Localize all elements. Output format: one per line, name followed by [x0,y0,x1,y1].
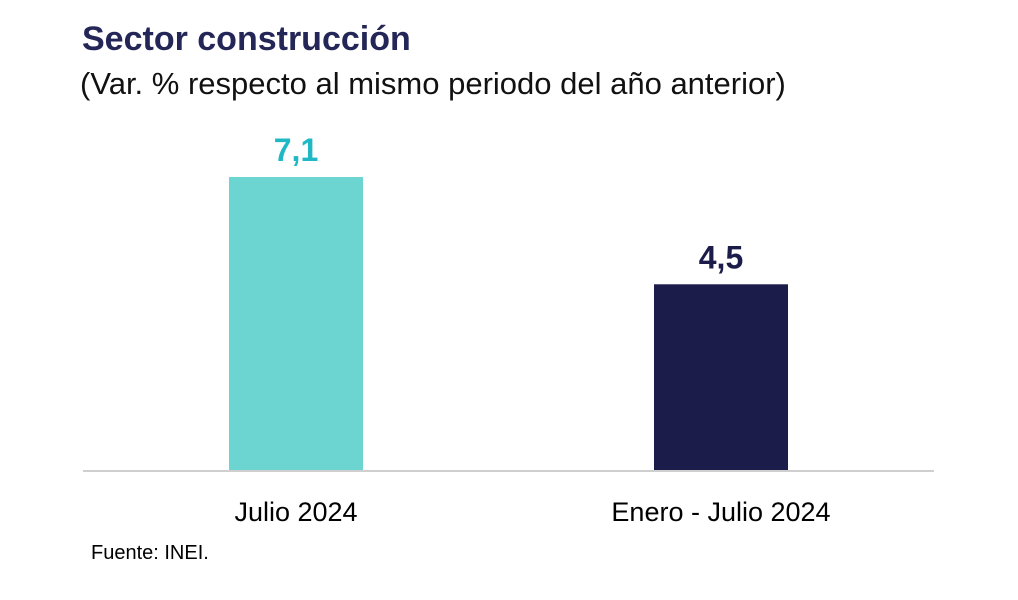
chart-title: Sector construcción [82,20,411,58]
bar-1 [229,177,363,470]
category-label-1: Julio 2024 [234,497,357,527]
bar-2 [654,284,788,470]
chart-subtitle: (Var. % respecto al mismo periodo del añ… [80,66,786,101]
category-label-2: Enero - Julio 2024 [611,497,830,527]
data-label-1: 7,1 [274,132,318,168]
data-label-2: 4,5 [699,239,743,275]
source-note: Fuente: INEI. [91,542,209,564]
